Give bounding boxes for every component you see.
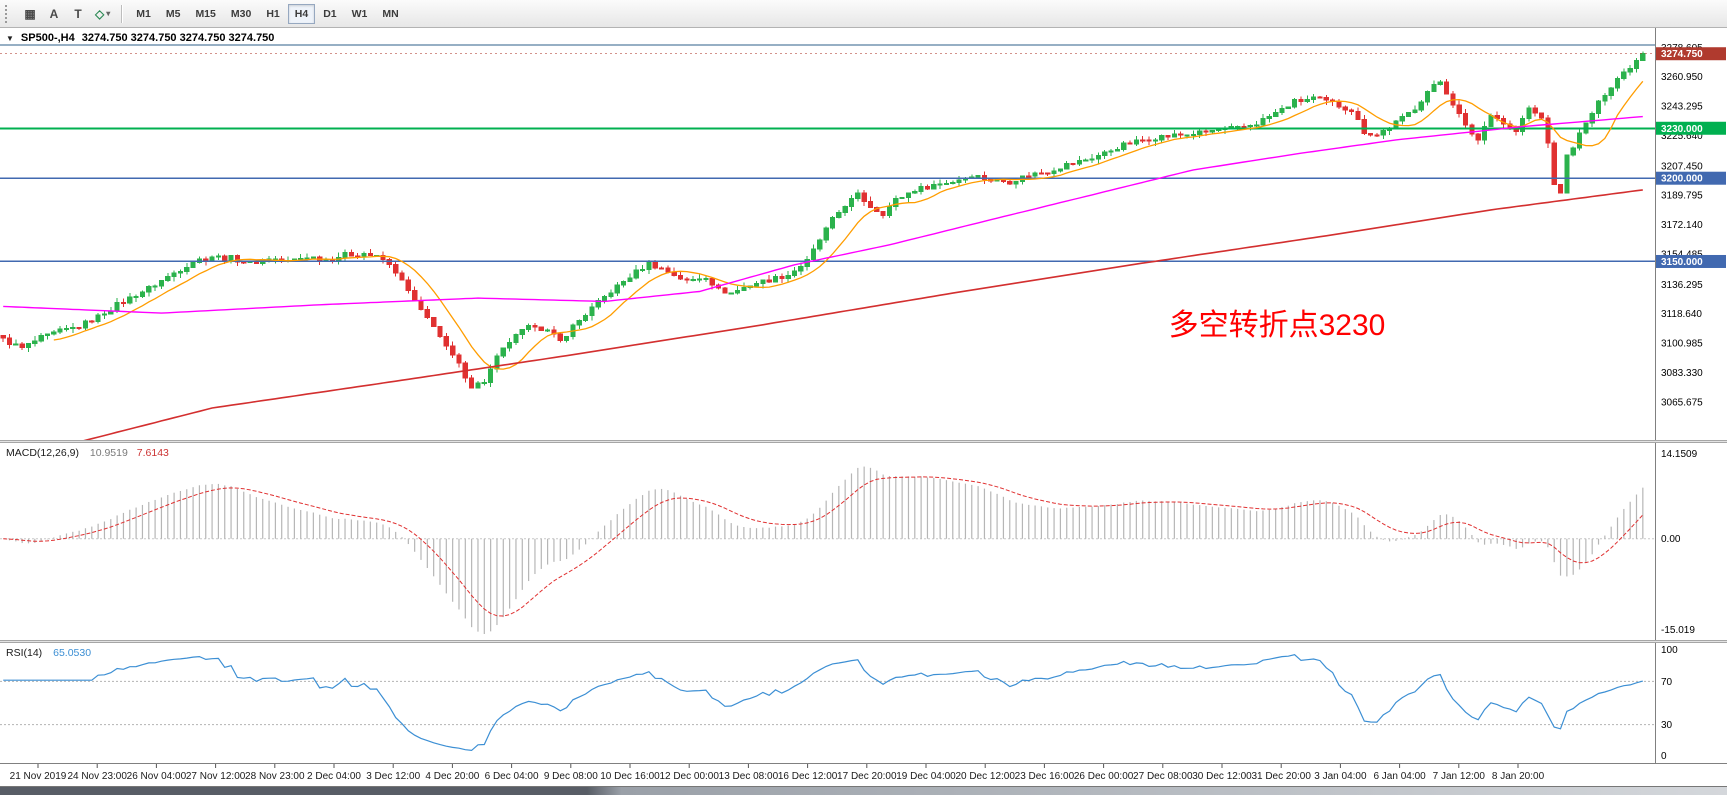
time-axis-label: 12 Dec 00:00 [659,771,719,782]
time-axis-label: 9 Dec 08:00 [544,771,598,782]
price-axis-label: 3118.640 [1661,309,1702,320]
rsi-axis-70: 70 [1661,677,1673,688]
timeframe-button-m1[interactable]: M1 [129,4,158,24]
price-level-tag-text: 3200.000 [1661,174,1703,185]
price-level-tag [1656,121,1726,135]
time-axis-label: 7 Jan 12:00 [1433,771,1486,782]
time-axis-label: 8 Jan 20:00 [1492,771,1545,782]
time-axis-label: 3 Dec 12:00 [366,771,420,782]
time-axis-label: 19 Dec 04:00 [896,771,956,782]
time-axis-label: 27 Nov 12:00 [186,771,246,782]
time-axis-label: 30 Dec 12:00 [1192,771,1252,782]
rsi-axis-100: 100 [1661,645,1678,656]
timeframe-button-h4[interactable]: H4 [287,3,316,24]
time-axis-label: 10 Dec 16:00 [600,771,660,782]
chart-grid-button[interactable]: ▦ [19,4,41,24]
text-tool-button[interactable]: T [67,4,89,24]
chart-header: ▼ SP500-,H4 3274.750 3274.750 3274.750 3… [6,32,274,44]
price-level-tag-text: 3150.000 [1661,257,1703,268]
timeframe-button-m15[interactable]: M15 [188,4,222,24]
price-level-tag-text: 3230.000 [1661,124,1703,135]
macd-panel-canvas[interactable]: MACD(12,26,9) 10.9519 7.6143 14.1509 0.0… [0,443,1727,640]
toolbar-separator [121,4,123,23]
text-tool-icon: T [74,6,82,21]
chart-annotation-text: 多空转折点3230 [1169,309,1386,342]
timeframe-button-h1[interactable]: H1 [259,4,286,24]
chart-grid-icon: ▦ [24,6,36,21]
chart-symbol-label: SP500-,H4 [20,32,75,44]
time-axis-label: 6 Jan 04:00 [1373,771,1426,782]
price-axis-label: 3100.985 [1661,339,1703,350]
time-axis-label: 31 Dec 20:00 [1251,771,1311,782]
shapes-icon: ◇ [95,6,105,21]
time-axis-label: 20 Dec 12:00 [955,771,1015,782]
macd-axis-min: -15.019 [1661,625,1695,636]
chevron-down-icon: ▾ [106,9,111,18]
price-level-tag [1656,254,1726,268]
taskbar-edge [0,786,1727,795]
time-axis-label: 16 Dec 12:00 [778,771,838,782]
price-axis-label: 3065.675 [1661,397,1703,408]
price-axis-label: 3172.140 [1661,220,1703,231]
one-click-trading-arrow[interactable]: ▼ [6,33,14,43]
rsi-indicator-label: RSI(14) 65.0530 [6,647,91,659]
timeframe-button-mn[interactable]: MN [375,4,405,24]
rsi-axis-0: 0 [1661,751,1667,762]
time-axis-label: 21 Nov 2019 [10,771,67,782]
time-axis-label: 4 Dec 20:00 [425,771,479,782]
price-axis-label: 3260.950 [1661,72,1703,83]
panel-splitter[interactable] [0,440,1727,443]
timeframe-button-d1[interactable]: D1 [316,4,343,24]
toolbar-grip[interactable] [5,4,13,23]
macd-axis-max: 14.1509 [1661,449,1698,460]
time-axis-label: 28 Nov 23:00 [245,771,305,782]
timeframe-button-m30[interactable]: M30 [224,4,258,24]
time-axis-label: 24 Nov 23:00 [67,771,127,782]
time-axis-label: 17 Dec 20:00 [837,771,897,782]
time-axis-label: 27 Dec 08:00 [1133,771,1193,782]
price-axis-label: 3243.295 [1661,102,1703,113]
text-label-icon: A [49,6,59,21]
text-label-button[interactable]: A [43,4,65,24]
price-axis-label: 3207.450 [1661,161,1703,172]
timeframe-button-m5[interactable]: M5 [159,4,188,24]
macd-indicator-label: MACD(12,26,9) 10.9519 7.6143 [6,447,169,459]
time-axis[interactable]: 21 Nov 2019 24 Nov 23:00 26 Nov 04:00 27 No… [0,763,1727,786]
price-chart-canvas[interactable]: 3278.6053260.9503243.2953225.6403207.450… [0,28,1727,440]
macd-axis-zero: 0.00 [1661,534,1681,545]
price-axis-label: 3225.640 [1661,131,1703,142]
time-axis-label: 6 Dec 04:00 [485,771,539,782]
price-level-tag [1656,171,1726,185]
current-price-tag [1656,47,1726,61]
timeframe-bar: M1 M5 M15 M30 H1 H4 D1 W1 MN [129,3,405,24]
rsi-panel-canvas[interactable]: RSI(14) 65.0530 100 70 30 0 [0,643,1727,763]
time-axis-label: 3 Jan 04:00 [1314,771,1367,782]
top-toolbar: ▦ A T ◇ ▾ M1 M5 M15 M30 H1 H4 D1 W1 MN [0,0,1727,28]
time-axis-label: 13 Dec 08:00 [719,771,779,782]
chart-ohlc-label: 3274.750 3274.750 3274.750 3274.750 [81,32,275,44]
time-axis-label: 26 Dec 00:00 [1074,771,1134,782]
price-axis-label: 3136.295 [1661,280,1703,291]
panel-splitter[interactable] [0,640,1727,643]
time-axis-label: 2 Dec 04:00 [307,771,361,782]
shapes-dropdown-button[interactable]: ◇ ▾ [91,4,114,24]
time-axis-label: 26 Nov 04:00 [127,771,187,782]
time-axis-label: 23 Dec 16:00 [1015,771,1075,782]
price-axis-label: 3083.330 [1661,368,1703,379]
timeframe-button-w1[interactable]: W1 [345,4,375,24]
price-axis-label: 3189.795 [1661,191,1703,202]
current-price-tag-text: 3274.750 [1661,49,1703,60]
rsi-axis-30: 30 [1661,720,1673,731]
